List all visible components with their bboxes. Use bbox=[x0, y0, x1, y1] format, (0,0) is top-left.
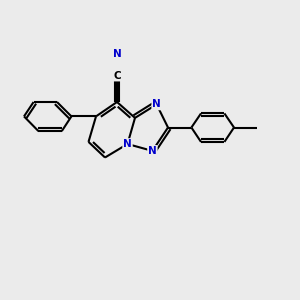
Text: N: N bbox=[112, 49, 122, 59]
Text: N: N bbox=[123, 139, 132, 149]
Text: C: C bbox=[113, 70, 121, 81]
Text: N: N bbox=[152, 99, 161, 110]
Text: N: N bbox=[148, 146, 157, 156]
